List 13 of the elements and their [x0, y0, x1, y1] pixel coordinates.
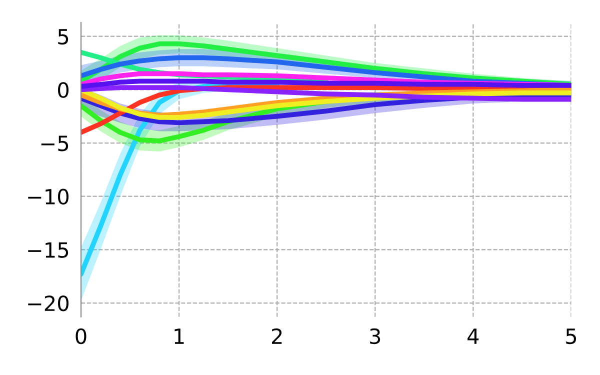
y-tick-label: −20: [28, 295, 69, 312]
x-tick-label: 5: [566, 328, 576, 344]
x-tick-label: 1: [174, 328, 184, 344]
y-tick-label: 0: [58, 82, 69, 98]
y-tick-label: −10: [28, 188, 69, 205]
y-tick-label: 5: [58, 29, 68, 45]
x-tick-label: 3: [370, 328, 380, 344]
line-series: [81, 85, 572, 102]
y-tick-label: −15: [28, 242, 68, 258]
x-tick-label: 2: [272, 328, 282, 344]
y-tick-label: −5: [41, 136, 68, 152]
x-tick-label: 4: [468, 328, 479, 344]
x-tick-label: 0: [76, 328, 86, 344]
